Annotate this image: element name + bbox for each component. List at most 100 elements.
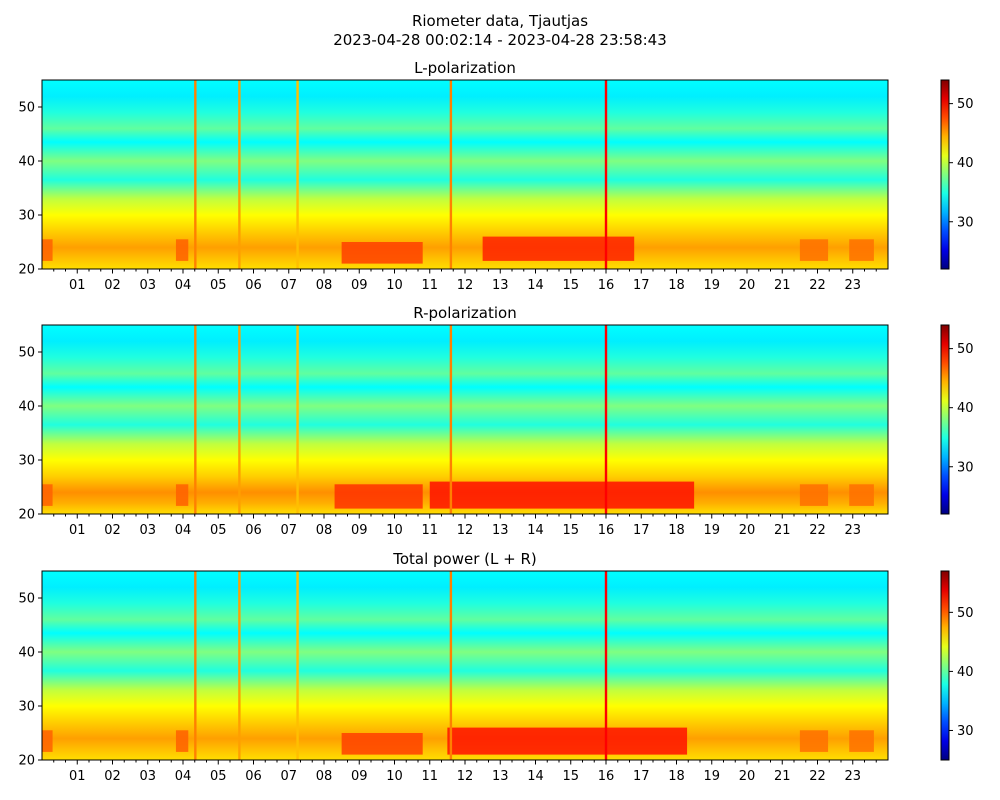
x-tick-label: 14 — [527, 523, 544, 538]
x-tick-label: 05 — [210, 523, 227, 538]
x-tick-label: 03 — [139, 523, 156, 538]
heatmap-spike — [296, 80, 299, 269]
x-tick-label: 22 — [809, 523, 826, 538]
x-tick-label: 07 — [280, 278, 297, 293]
heatmap-bright-span — [175, 730, 189, 752]
heatmap-spike — [604, 571, 608, 760]
x-tick-label: 08 — [316, 523, 333, 538]
x-tick-label: 15 — [562, 769, 579, 784]
x-tick-label: 18 — [668, 278, 685, 293]
heatmap-bright-span — [175, 484, 189, 506]
heatmap-spike — [449, 325, 453, 514]
y-tick-label: 20 — [18, 508, 35, 523]
x-tick-label: 02 — [104, 278, 121, 293]
x-tick-label: 23 — [844, 278, 861, 293]
x-tick-label: 13 — [492, 769, 509, 784]
x-tick-label: 20 — [739, 769, 756, 784]
x-tick-label: 08 — [316, 769, 333, 784]
x-tick-label: 10 — [386, 523, 403, 538]
panel-1: L-polarization 20 30 40 50 01 02 03 04 05 06 07 08 09… — [18, 59, 973, 293]
x-tick-label: 04 — [175, 523, 192, 538]
y-tick-label: 30 — [18, 209, 35, 224]
panel-3: Total power (L + R) 20 30 40 50 01 02 03 04 05 06 0… — [18, 550, 973, 784]
colorbar-tick-label: 50 — [957, 342, 974, 357]
x-tick-label: 13 — [492, 278, 509, 293]
heatmap-bright-span — [42, 239, 53, 261]
x-tick-label: 08 — [316, 278, 333, 293]
x-tick-label: 09 — [351, 278, 368, 293]
x-tick-label: 12 — [457, 769, 474, 784]
x-tick-label: 19 — [703, 278, 720, 293]
x-tick-label: 19 — [703, 769, 720, 784]
x-tick-label: 22 — [809, 769, 826, 784]
heatmap-bright-span — [849, 484, 874, 506]
x-tick-label: 15 — [562, 278, 579, 293]
heatmap-bright-span — [341, 242, 423, 264]
x-tick-label: 06 — [245, 769, 262, 784]
y-tick-label: 20 — [18, 263, 35, 278]
colorbar-tick-label: 30 — [957, 215, 974, 230]
x-tick-label: 04 — [175, 769, 192, 784]
x-tick-label: 12 — [457, 278, 474, 293]
heatmap-bright-span — [799, 484, 829, 506]
x-tick-label: 17 — [633, 769, 650, 784]
y-tick-label: 30 — [18, 454, 35, 469]
heatmap-bright-span — [849, 730, 874, 752]
heatmap-spike — [238, 571, 241, 760]
x-tick-label: 09 — [351, 769, 368, 784]
heatmap-spike — [604, 80, 608, 269]
x-tick-label: 17 — [633, 523, 650, 538]
colorbar-tick-label: 50 — [957, 606, 974, 621]
heatmap-bright-span — [341, 733, 423, 755]
x-tick-label: 05 — [210, 278, 227, 293]
heatmap-bright-span — [799, 730, 829, 752]
x-tick-label: 11 — [421, 523, 438, 538]
heatmap-bright-span — [447, 727, 688, 755]
x-tick-label: 12 — [457, 523, 474, 538]
x-tick-label: 14 — [527, 278, 544, 293]
x-tick-label: 16 — [598, 769, 615, 784]
heatmap-spike — [296, 571, 299, 760]
x-tick-label: 05 — [210, 769, 227, 784]
y-tick-label: 50 — [18, 101, 35, 116]
x-tick-label: 20 — [739, 523, 756, 538]
x-tick-label: 17 — [633, 278, 650, 293]
heatmap-spike — [238, 325, 241, 514]
heatmap-bright-span — [42, 484, 53, 506]
heatmap-bright-span — [42, 730, 53, 752]
x-tick-label: 01 — [69, 523, 86, 538]
heatmap-spike — [194, 80, 197, 269]
heatmap-bright-span — [799, 239, 829, 261]
x-tick-label: 21 — [774, 523, 791, 538]
colorbar — [940, 570, 950, 761]
x-tick-label: 23 — [844, 523, 861, 538]
panel-2: R-polarization 20 30 40 50 01 02 03 04 05 06 07 08 09… — [18, 304, 973, 538]
heatmap-bright-span — [482, 236, 635, 261]
x-tick-label: 18 — [668, 523, 685, 538]
colorbar — [940, 79, 950, 270]
y-tick-label: 50 — [18, 592, 35, 607]
heatmap-spike — [296, 325, 299, 514]
colorbar-tick-label: 40 — [957, 156, 974, 171]
y-tick-label: 40 — [18, 646, 35, 661]
x-tick-label: 07 — [280, 769, 297, 784]
x-tick-label: 10 — [386, 769, 403, 784]
heatmap-bright-span — [849, 239, 874, 261]
x-tick-label: 21 — [774, 278, 791, 293]
x-tick-label: 02 — [104, 523, 121, 538]
x-tick-label: 15 — [562, 523, 579, 538]
x-tick-label: 16 — [598, 278, 615, 293]
colorbar-tick-label: 50 — [957, 97, 974, 112]
heatmap-spike — [194, 325, 197, 514]
x-tick-label: 04 — [175, 278, 192, 293]
heatmap-spike — [449, 571, 453, 760]
x-tick-label: 01 — [69, 769, 86, 784]
panel-title: R-polarization — [413, 304, 516, 322]
x-tick-label: 20 — [739, 278, 756, 293]
colorbar-tick-label: 30 — [957, 724, 974, 739]
heatmap-spike — [449, 80, 453, 269]
x-tick-label: 10 — [386, 278, 403, 293]
x-tick-label: 03 — [139, 769, 156, 784]
heatmap-bright-span — [429, 481, 695, 509]
